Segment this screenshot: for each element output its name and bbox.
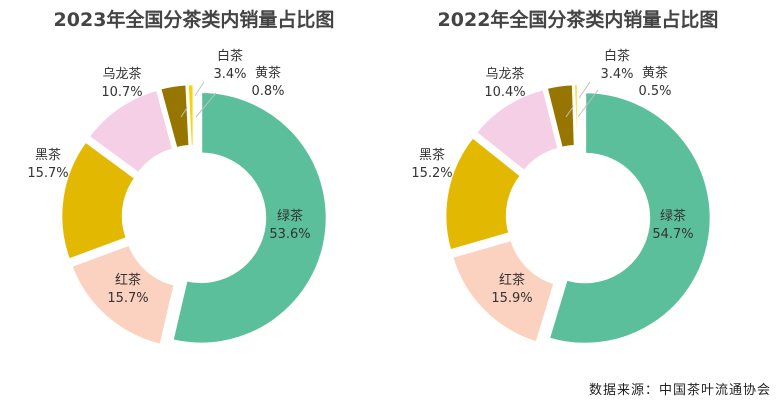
slice-name-oolong-tea-2022: 乌龙茶: [485, 66, 524, 82]
slice-value-dark-tea-2023: 15.7%: [27, 166, 68, 181]
slice-name-green-tea-2022: 绿茶: [660, 208, 686, 224]
slice-value-yellow-tea-2022: 0.5%: [638, 84, 671, 99]
slice-value-oolong-tea-2022: 10.4%: [484, 85, 525, 100]
slice-value-white-tea-2023: 3.4%: [213, 67, 246, 82]
slice-value-green-tea-2023: 53.6%: [269, 227, 310, 242]
slice-name-yellow-tea-2022: 黄茶: [642, 65, 668, 81]
slice-name-oolong-tea-2023: 乌龙茶: [102, 66, 141, 82]
slice-name-yellow-tea-2023: 黄茶: [255, 65, 281, 81]
slice-black-tea-red-2022: [450, 238, 557, 345]
slice-value-black-tea-red-2023: 15.7%: [107, 291, 148, 306]
slice-black-tea-red-2023: [69, 242, 177, 347]
slice-yellow-tea-2022: [572, 82, 580, 148]
slice-name-white-tea-2022: 白茶: [604, 48, 630, 64]
donut-chart-2023: 绿茶 53.6% 红茶 15.7% 黑茶 15.7% 乌龙茶 10.7% 白茶 3.4% 黄茶 0.8…: [27, 48, 329, 347]
slice-name-green-tea-2023: 绿茶: [277, 208, 303, 224]
slice-dark-tea-2022: [443, 135, 523, 253]
slice-dark-tea-2023: [59, 139, 138, 262]
slice-value-dark-tea-2022: 15.2%: [411, 166, 452, 181]
slice-green-tea-2023: [170, 90, 329, 346]
slice-value-oolong-tea-2023: 10.7%: [101, 85, 142, 100]
donut-chart-2022: 绿茶 54.7% 红茶 15.9% 黑茶 15.2% 乌龙茶 10.4% 白茶 3.4% 黄茶 0.5…: [411, 48, 713, 346]
data-source-note: 数据来源：中国茶叶流通协会: [588, 383, 771, 398]
slice-green-tea-2022: [547, 90, 713, 346]
slice-value-white-tea-2022: 3.4%: [600, 67, 633, 82]
chart-title-2023: 2023年全国分茶类内销量占比图: [54, 8, 335, 31]
slice-value-yellow-tea-2023: 0.8%: [251, 84, 284, 99]
slice-value-black-tea-red-2022: 15.9%: [491, 291, 532, 306]
slice-yellow-tea-2023: [186, 82, 196, 148]
slice-value-green-tea-2022: 54.7%: [652, 227, 693, 242]
chart-title-2022: 2022年全国分茶类内销量占比图: [438, 8, 719, 31]
slice-name-dark-tea-2023: 黑茶: [35, 147, 61, 163]
leader-line-yellow-tea-2022: [577, 89, 599, 118]
slice-name-white-tea-2023: 白茶: [217, 48, 243, 64]
slice-oolong-tea-2023: [86, 88, 175, 176]
slice-name-black-tea-red-2022: 红茶: [499, 272, 525, 288]
leader-line-yellow-tea-2023: [195, 92, 217, 118]
slice-oolong-tea-2022: [473, 87, 561, 173]
slice-name-black-tea-red-2023: 红茶: [115, 272, 141, 288]
slice-name-dark-tea-2022: 黑茶: [419, 147, 445, 163]
